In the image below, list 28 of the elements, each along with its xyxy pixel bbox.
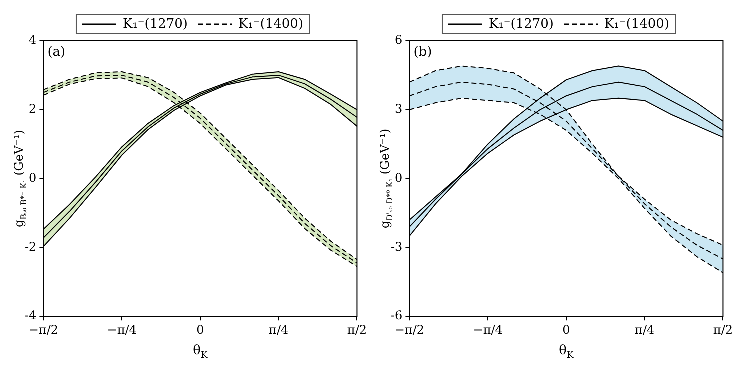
x-tick-label: π/4 bbox=[269, 322, 289, 337]
x-tick-label: −π/2 bbox=[394, 322, 424, 337]
x-tick-label: −π/2 bbox=[28, 322, 58, 337]
y-tick-label: 6 bbox=[395, 33, 403, 48]
y-tick-label: -4 bbox=[24, 308, 38, 323]
y-tick-label: 2 bbox=[29, 102, 37, 116]
legend-label: K₁⁻(1400) bbox=[238, 16, 304, 32]
y-tick-label: -6 bbox=[390, 308, 403, 323]
legend-label: K₁⁻(1400) bbox=[604, 16, 670, 32]
x-tick-label: 0 bbox=[562, 322, 570, 337]
legend-label: K₁⁻(1270) bbox=[488, 16, 554, 32]
x-tick-label: π/4 bbox=[635, 322, 655, 337]
y-axis-title: gD'ₛ₀ D*⁰ K₁ (GeV⁻¹) bbox=[378, 128, 394, 229]
x-tick-label: π/2 bbox=[713, 322, 734, 337]
x-tick-label: π/2 bbox=[347, 322, 368, 337]
x-tick-label: −π/4 bbox=[473, 322, 504, 337]
y-axis-title: gBₛ₀ B*⁻ K₁ (GeV⁻¹) bbox=[12, 130, 28, 228]
legend-label: K₁⁻(1270) bbox=[122, 16, 188, 32]
y-tick-label: 0 bbox=[395, 170, 403, 185]
y-tick-label: 4 bbox=[29, 33, 38, 48]
annotation: (b) bbox=[414, 44, 432, 60]
annotation: (a) bbox=[48, 44, 66, 60]
y-tick-label: 0 bbox=[29, 170, 37, 185]
y-tick-label: 3 bbox=[395, 102, 403, 116]
x-tick-label: −π/4 bbox=[107, 322, 138, 337]
x-tick-label: 0 bbox=[196, 322, 204, 337]
y-tick-label: -2 bbox=[24, 240, 37, 254]
y-tick-label: -3 bbox=[390, 240, 403, 254]
